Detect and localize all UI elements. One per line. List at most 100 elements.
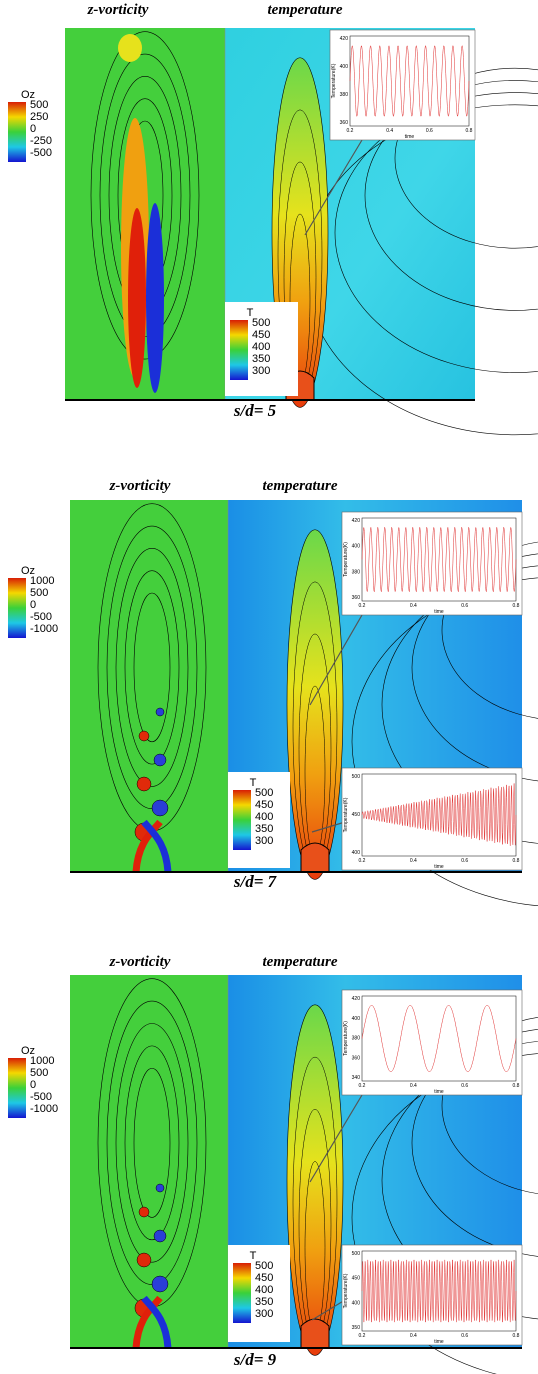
legend-label: 350 bbox=[252, 353, 270, 365]
vorticity-field bbox=[70, 975, 228, 1348]
nozzle bbox=[300, 842, 330, 873]
contour bbox=[351, 577, 538, 906]
inset-curve bbox=[361, 1259, 517, 1323]
legend-label: -1000 bbox=[30, 1103, 58, 1115]
inset-tick-label: 360 bbox=[352, 595, 361, 601]
inset-tick-label: 0.4 bbox=[410, 603, 417, 609]
inset-tick-label: 400 bbox=[352, 1300, 361, 1306]
legend-label: 0 bbox=[30, 123, 36, 135]
legend-title: T bbox=[250, 1250, 257, 1262]
panel-caption: s/d= 7 bbox=[233, 872, 278, 891]
inset-tick-label: 420 bbox=[352, 518, 361, 524]
probe-arrow bbox=[309, 1094, 363, 1183]
vortex-negative bbox=[153, 753, 167, 767]
panel-title: z-vorticity bbox=[109, 478, 171, 494]
panel-title: z-vorticity bbox=[109, 954, 171, 970]
legend-label: -1000 bbox=[30, 623, 58, 635]
contour bbox=[411, 553, 538, 782]
contour bbox=[381, 1041, 538, 1320]
plume bbox=[286, 529, 344, 880]
contour bbox=[124, 570, 180, 765]
inset-tick-label: 0.6 bbox=[461, 858, 468, 864]
inset-tick-label: 0.2 bbox=[347, 128, 354, 134]
contour bbox=[133, 592, 171, 743]
contour bbox=[334, 92, 538, 373]
inset-tick-label: 0.4 bbox=[410, 858, 417, 864]
contour bbox=[441, 1017, 538, 1195]
contour bbox=[90, 31, 200, 360]
inset bbox=[341, 989, 523, 1096]
inset-tick-label: 0.2 bbox=[359, 1083, 366, 1089]
vortex-negative bbox=[151, 799, 169, 817]
contour bbox=[133, 1067, 171, 1218]
contour bbox=[394, 67, 538, 249]
vortex-negative bbox=[146, 203, 164, 393]
vortex-positive bbox=[138, 1206, 150, 1218]
legend-label: 400 bbox=[255, 1284, 273, 1296]
inset-tick-label: 0.6 bbox=[461, 1333, 468, 1339]
contour bbox=[364, 80, 538, 311]
inset-axis-label: time bbox=[405, 134, 415, 140]
jet bbox=[141, 819, 172, 873]
legend-title: Oz bbox=[21, 565, 35, 577]
contour bbox=[441, 541, 538, 719]
legend-label: 300 bbox=[255, 1308, 273, 1320]
inset-axis-label: Temperature(K) bbox=[343, 1021, 349, 1056]
inset-tick-label: 0.8 bbox=[513, 858, 520, 864]
legend-label: 350 bbox=[255, 1296, 273, 1308]
vortex-positive bbox=[136, 776, 152, 792]
inset-tick-label: 400 bbox=[352, 850, 361, 856]
inset-tick-label: 500 bbox=[352, 1251, 361, 1257]
vortex-negative bbox=[155, 1183, 165, 1193]
inset-tick-label: 0.6 bbox=[461, 603, 468, 609]
vortex-negative bbox=[153, 1229, 167, 1243]
inset-tick-label: 400 bbox=[352, 1016, 361, 1022]
inset-tick-label: 360 bbox=[340, 120, 349, 126]
inset-tick-label: 0.8 bbox=[466, 128, 473, 134]
vortex-negative bbox=[151, 1275, 169, 1293]
legend-label: 500 bbox=[30, 99, 48, 111]
inset-tick-label: 0.6 bbox=[426, 128, 433, 134]
inset-tick-label: 0.6 bbox=[461, 1083, 468, 1089]
inset-tick-label: 0.8 bbox=[513, 603, 520, 609]
inset-tick-label: 0.8 bbox=[513, 1333, 520, 1339]
contour bbox=[381, 565, 538, 844]
legend-label: 500 bbox=[252, 317, 270, 329]
probe-arrow bbox=[309, 614, 363, 706]
inset-tick-label: 450 bbox=[352, 1276, 361, 1282]
contour bbox=[115, 1023, 189, 1263]
inset-tick-label: 380 bbox=[352, 1036, 361, 1042]
colorbar bbox=[8, 102, 26, 162]
panel-title: z-vorticity bbox=[87, 2, 149, 18]
legend-title: T bbox=[250, 777, 257, 789]
vortex-positive bbox=[136, 1252, 152, 1268]
inset-curve bbox=[361, 1005, 517, 1072]
probe-arrow bbox=[311, 821, 346, 833]
legend-title: Oz bbox=[21, 1045, 35, 1057]
inset-tick-label: 360 bbox=[352, 1055, 361, 1061]
legend-label: 500 bbox=[30, 587, 48, 599]
inset-tick-label: 420 bbox=[352, 996, 361, 1002]
contour bbox=[411, 1029, 538, 1257]
legend-label: 1000 bbox=[30, 575, 54, 587]
inset-tick-label: 380 bbox=[352, 569, 361, 575]
probe-arrow bbox=[311, 1299, 346, 1321]
panel-caption: s/d= 9 bbox=[233, 1350, 277, 1369]
inset-axis-label: Temperature(K) bbox=[343, 797, 349, 832]
jet bbox=[141, 1295, 172, 1349]
legend-label: 350 bbox=[255, 823, 273, 835]
probe-arrow bbox=[304, 139, 363, 236]
vorticity-field bbox=[70, 500, 228, 872]
panel-title: temperature bbox=[268, 2, 343, 18]
inset-tick-label: 0.2 bbox=[359, 603, 366, 609]
inset-axis-label: time bbox=[434, 1339, 444, 1345]
legend-title: T bbox=[247, 307, 254, 319]
legend-label: 450 bbox=[255, 799, 273, 811]
inset-tick-label: 400 bbox=[352, 544, 361, 550]
legend-label: 450 bbox=[252, 329, 270, 341]
inset-tick-label: 420 bbox=[340, 36, 349, 42]
vortex-positive bbox=[118, 34, 142, 62]
legend-label: 300 bbox=[252, 365, 270, 377]
legend-title: Oz bbox=[21, 89, 35, 101]
